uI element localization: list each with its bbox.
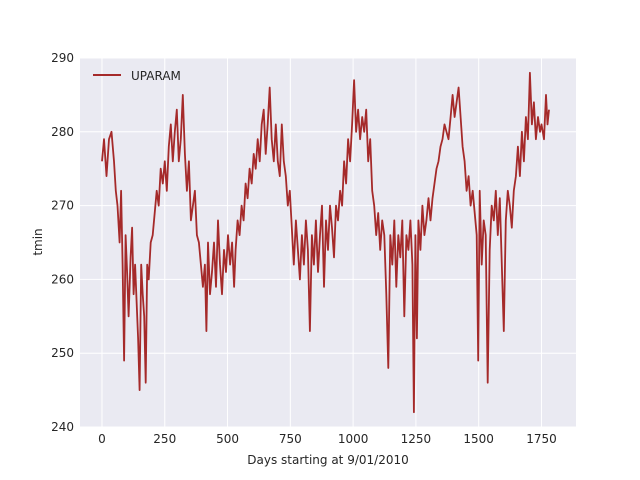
series-line-uparam xyxy=(101,71,550,414)
y-tick-label: 250 xyxy=(51,346,74,360)
x-axis-ticks: 0 250 500 750 1000 1250 1500 1750 xyxy=(98,432,557,446)
y-tick-label: 260 xyxy=(51,272,74,286)
y-axis-label: tmin xyxy=(31,228,45,255)
y-tick-label: 240 xyxy=(51,420,74,434)
x-axis-label: Days starting at 9/01/2010 xyxy=(247,453,408,467)
legend-label-uparam: UPARAM xyxy=(131,69,181,83)
x-tick-label: 1250 xyxy=(401,432,432,446)
x-tick-label: 750 xyxy=(279,432,302,446)
series-layer xyxy=(101,71,550,414)
legend: UPARAM xyxy=(93,69,181,83)
x-tick-label: 1500 xyxy=(463,432,494,446)
y-axis-ticks: 240 250 260 270 280 290 xyxy=(51,51,74,434)
y-tick-label: 290 xyxy=(51,51,74,65)
x-tick-label: 1750 xyxy=(526,432,557,446)
x-tick-label: 250 xyxy=(153,432,176,446)
y-tick-label: 280 xyxy=(51,125,74,139)
x-tick-label: 1000 xyxy=(338,432,369,446)
x-tick-label: 500 xyxy=(216,432,239,446)
y-tick-label: 270 xyxy=(51,199,74,213)
x-tick-label: 0 xyxy=(98,432,106,446)
